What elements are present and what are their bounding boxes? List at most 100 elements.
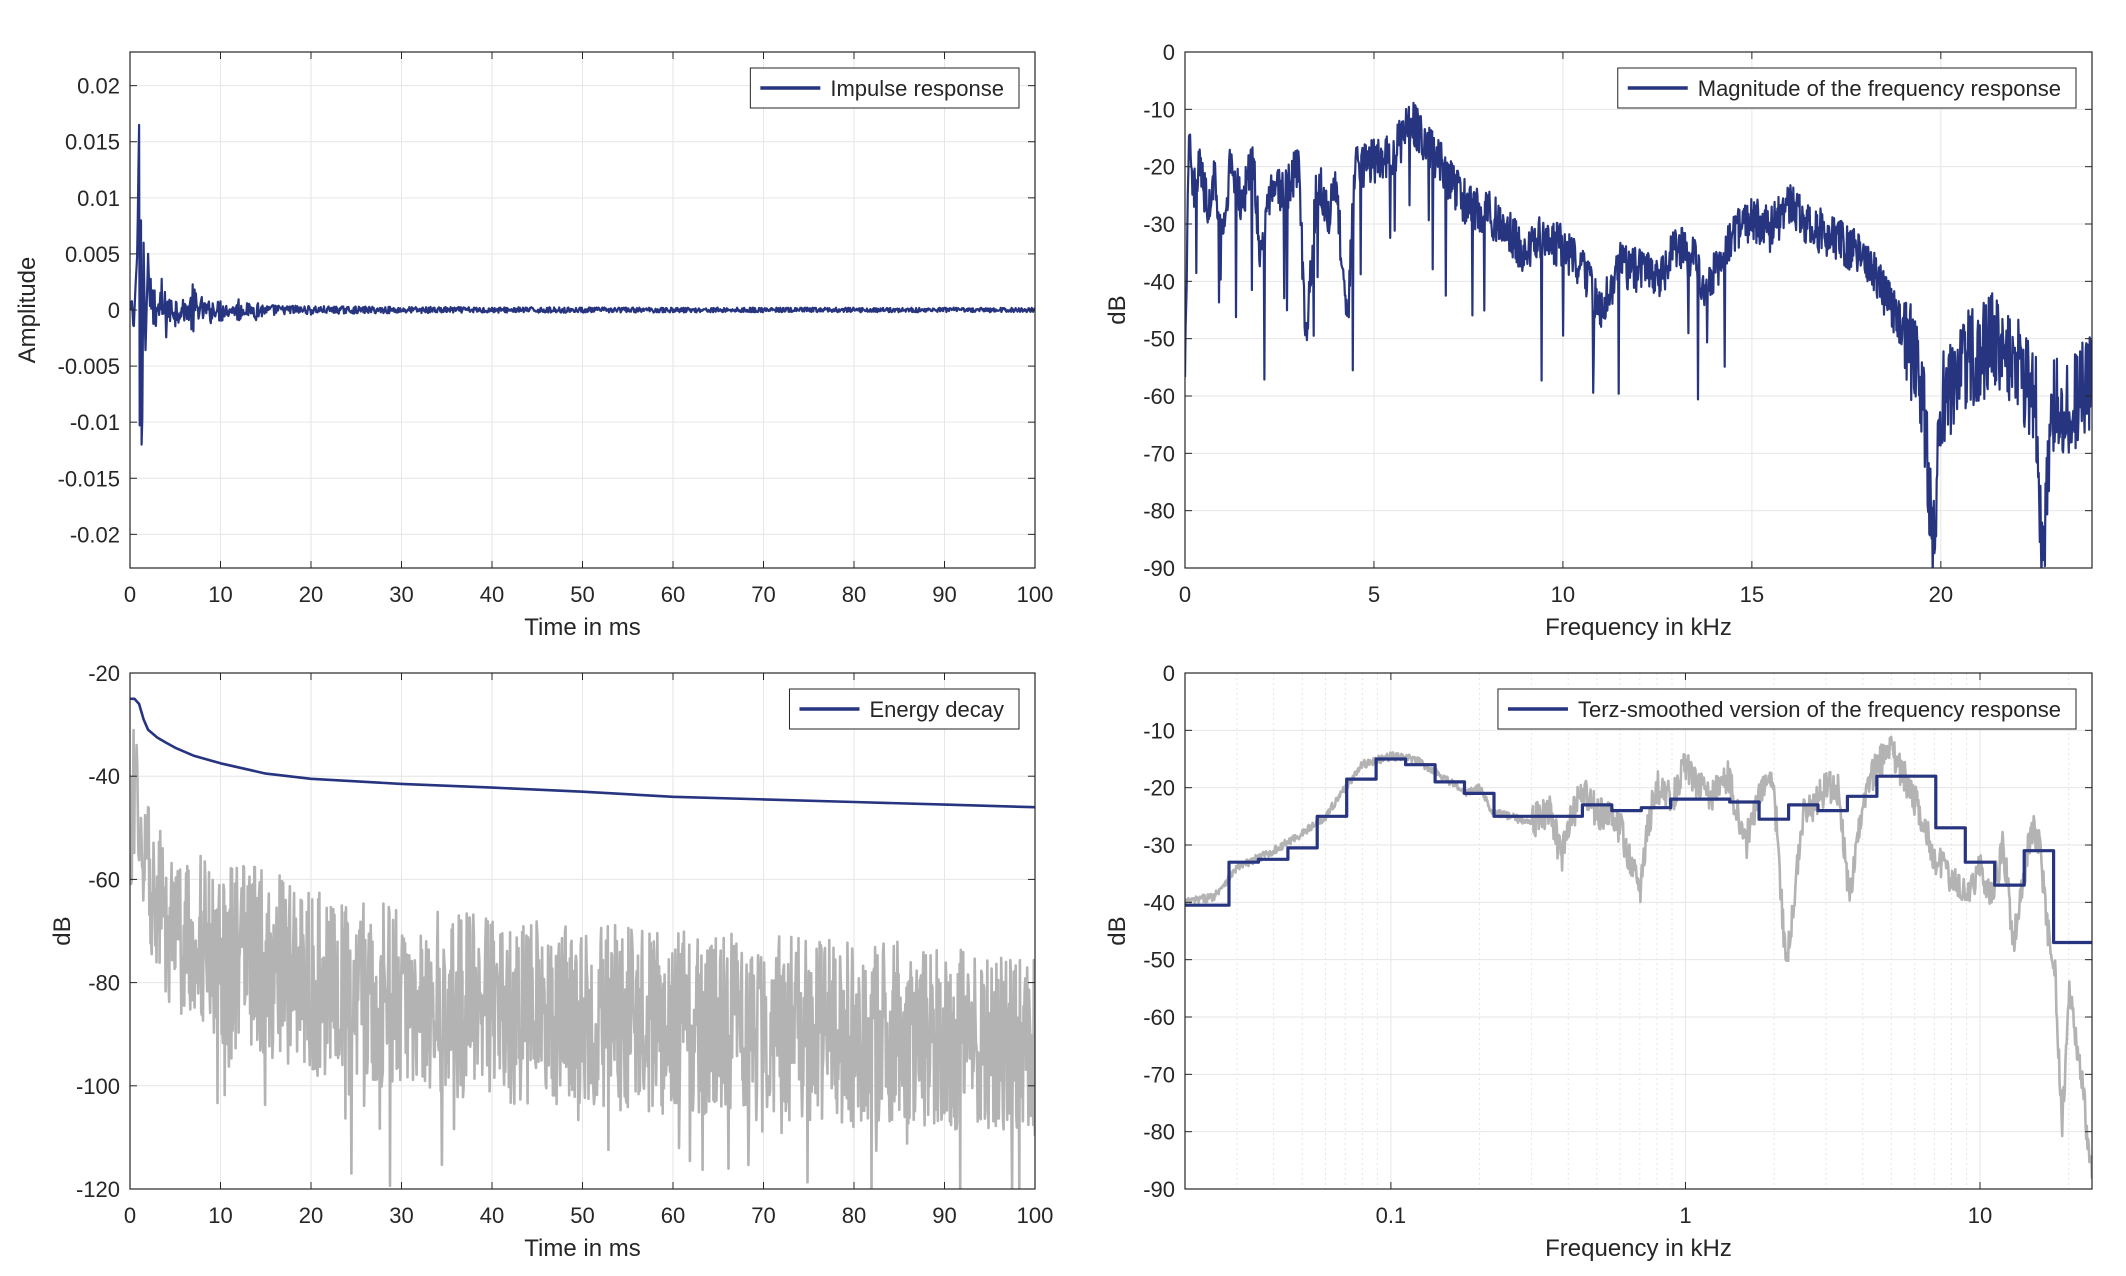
y-tick-label: -80 (88, 971, 120, 996)
series-gray-energy (130, 728, 1035, 1189)
y-tick-label: -120 (76, 1177, 120, 1202)
ticks: 0 10 20 30 40 50 60 70 80 90 100 0.02 0.015 0.01 0.005… (58, 52, 1054, 607)
legend-box (1497, 688, 2077, 730)
y-tick-label: -70 (1143, 1062, 1175, 1087)
ticks: 0 5 10 15 20 0 -10 -20 -30 -40 -50 -60 -70 -80 -90 (1143, 40, 2092, 607)
plot-data (1185, 735, 2092, 1179)
y-tick-label: -60 (1143, 384, 1175, 409)
legend: Energy decay (788, 688, 1020, 730)
y-tick-label: -0.005 (58, 354, 120, 379)
x-tick-label: 40 (480, 582, 504, 607)
y-tick-label: -0.01 (70, 410, 120, 435)
x-axis-label: Time in ms (524, 1235, 640, 1262)
x-tick-label: 1 (1679, 1203, 1691, 1228)
y-tick-label: -20 (1143, 776, 1175, 801)
chart-impulse: 0 10 20 30 40 50 60 70 80 90 100 0.02 0.015 0.01 0.005… (14, 51, 1054, 641)
x-tick-label: 40 (480, 1203, 504, 1228)
ticks: 0.1 1 10 0 -10 -20 -30 -40 -50 -60 -70 -80 -90 (1143, 661, 2092, 1228)
x-tick-label: 30 (389, 1203, 413, 1228)
x-tick-label: 80 (842, 1203, 866, 1228)
x-tick-label: 10 (1968, 1203, 1992, 1228)
y-tick-label: 0.005 (65, 242, 120, 267)
y-axis-label: Amplitude (14, 257, 41, 364)
plot-data (130, 123, 1035, 446)
x-tick-label: 60 (661, 1203, 685, 1228)
x-tick-label: 20 (299, 582, 323, 607)
y-tick-label: -30 (1143, 212, 1175, 237)
y-axis-label: dB (1104, 295, 1131, 324)
x-tick-label: 90 (932, 1203, 956, 1228)
x-tick-label: 15 (1740, 582, 1764, 607)
y-tick-label: 0.015 (65, 130, 120, 155)
plot-area (1185, 673, 2092, 1189)
series-line-impulse (130, 123, 1035, 446)
plot-data (1185, 101, 2092, 568)
y-tick-label: -20 (88, 661, 120, 686)
y-tick-label: -60 (88, 867, 120, 892)
x-tick-label: 70 (751, 582, 775, 607)
y-tick-label: 0 (1163, 661, 1175, 686)
y-tick-label: -90 (1143, 556, 1175, 581)
chart-energy: 0 10 20 30 40 50 60 70 80 90 100 -20 -40 -60 -80 -100 -1… (49, 661, 1053, 1262)
y-tick-label: -80 (1143, 499, 1175, 524)
y-axis-label: dB (49, 916, 76, 945)
y-tick-label: -100 (76, 1074, 120, 1099)
y-tick-label: -20 (1143, 155, 1175, 180)
legend: Impulse response (749, 67, 1020, 109)
y-tick-label: -40 (1143, 890, 1175, 915)
y-tick-label: -70 (1143, 441, 1175, 466)
y-tick-label: -10 (1143, 97, 1175, 122)
legend-label: Energy decay (869, 697, 1004, 722)
x-tick-label: 100 (1017, 582, 1054, 607)
y-tick-label: -50 (1143, 327, 1175, 352)
y-tick-label: 0 (1163, 40, 1175, 65)
x-tick-label: 50 (570, 582, 594, 607)
legend-box (1617, 67, 2077, 109)
plot-data (130, 697, 1035, 1189)
y-tick-label: -0.02 (70, 522, 120, 547)
chart-magnitude: 0 5 10 15 20 0 -10 -20 -30 -40 -50 -60 -70 -80 -90 Freq… (1104, 40, 2093, 641)
x-tick-label: 0.1 (1376, 1203, 1407, 1228)
y-tick-label: -30 (1143, 833, 1175, 858)
x-tick-label: 0 (1179, 582, 1191, 607)
x-tick-label: 10 (208, 1203, 232, 1228)
x-tick-label: 0 (124, 582, 136, 607)
x-tick-label: 20 (1929, 582, 1953, 607)
series-line-energy (130, 697, 1035, 809)
y-tick-label: -80 (1143, 1120, 1175, 1145)
y-tick-label: -10 (1143, 718, 1175, 743)
series-gray-terz (1185, 735, 2092, 1179)
x-tick-label: 0 (124, 1203, 136, 1228)
plot-area (1185, 52, 2092, 568)
x-tick-label: 80 (842, 582, 866, 607)
axes-box (1184, 51, 2093, 569)
y-tick-label: -90 (1143, 1177, 1175, 1202)
x-tick-label: 70 (751, 1203, 775, 1228)
x-tick-label: 90 (932, 582, 956, 607)
series-line-magnitude (1185, 101, 2092, 568)
series-line-terz (1185, 757, 2092, 945)
x-tick-label: 20 (299, 1203, 323, 1228)
y-tick-label: -40 (88, 764, 120, 789)
ticks: 0 10 20 30 40 50 60 70 80 90 100 -20 -40 -60 -80 -100 -1… (76, 661, 1053, 1228)
legend: Magnitude of the frequency response (1617, 67, 2077, 109)
y-tick-label: -0.015 (58, 466, 120, 491)
legend-label: Impulse response (830, 76, 1004, 101)
y-tick-label: 0.02 (77, 74, 120, 99)
y-axis-label: dB (1104, 916, 1131, 945)
chart-terz: 0.1 1 10 0 -10 -20 -30 -40 -50 -60 -70 -80 -90 Freque… (1104, 661, 2093, 1262)
y-tick-label: -60 (1143, 1005, 1175, 1030)
x-tick-label: 100 (1017, 1203, 1054, 1228)
y-tick-label: -40 (1143, 269, 1175, 294)
x-axis-label: Frequency in kHz (1545, 1235, 1732, 1262)
x-tick-label: 60 (661, 582, 685, 607)
x-tick-label: 5 (1368, 582, 1380, 607)
x-axis-label: Frequency in kHz (1545, 614, 1732, 641)
x-tick-label: 30 (389, 582, 413, 607)
y-tick-label: 0.01 (77, 186, 120, 211)
x-tick-label: 50 (570, 1203, 594, 1228)
legend-label: Terz-smoothed version of the frequency r… (1578, 697, 2061, 722)
y-tick-label: 0 (108, 298, 120, 323)
axes-box (1184, 672, 2093, 1190)
